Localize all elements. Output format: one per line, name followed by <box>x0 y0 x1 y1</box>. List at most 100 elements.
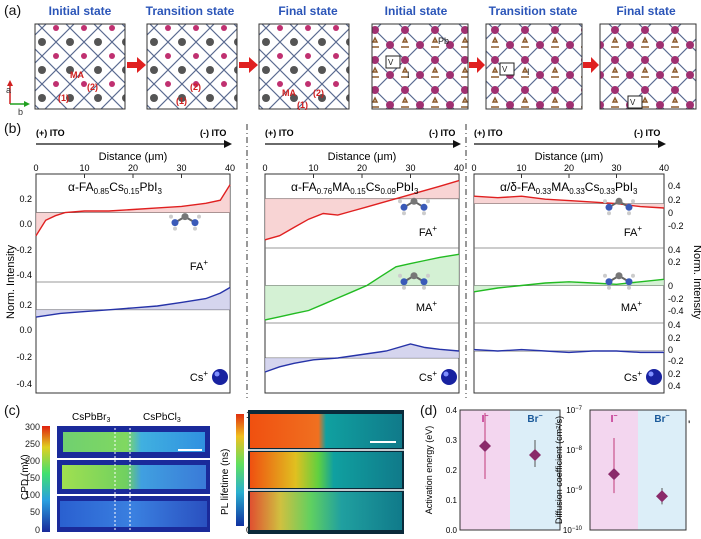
pl-map-row-3 <box>250 492 402 530</box>
ito-negative-label: (-) ITO <box>200 128 226 138</box>
pl-axis-label: PL lifetime (ns) <box>220 449 231 515</box>
composition-title: α-FA0.76MA0.15Cs0.09PbI3 <box>291 180 419 196</box>
num1-label-1: (1) <box>58 93 69 103</box>
left-y-tick: -0.2 <box>16 245 32 255</box>
state-title-5: Transition state <box>488 4 578 18</box>
chart-frame <box>459 409 561 531</box>
iodide-label: I− <box>482 413 489 425</box>
data-point-diamond <box>656 490 668 503</box>
data-point-diamond <box>608 468 620 481</box>
ma-ion-label: MA+ <box>621 299 643 314</box>
ma-i-label-1: MA <box>70 70 84 80</box>
series-area <box>265 344 459 372</box>
fa-ion-label: FA+ <box>190 258 208 273</box>
right-y-tick: -0.2 <box>668 221 684 231</box>
cpd-map-row-2-fill <box>62 465 206 489</box>
x-tick-label: 30 <box>405 163 415 173</box>
right-y-tick: 0.4 <box>668 181 681 191</box>
x-tick-label: 0 <box>471 163 476 173</box>
right-y-tick: 0.2 <box>668 257 681 267</box>
cs-ion-label: Cs+ <box>419 369 437 384</box>
vacancy-label-3: V <box>630 98 636 107</box>
arrow-head-icon <box>224 140 232 148</box>
num1-label-3: (1) <box>297 100 308 110</box>
panel-d-label: (d) <box>420 402 438 418</box>
pl-colorbar <box>236 414 244 526</box>
distance-axis-label: Distance (μm) <box>99 151 168 163</box>
x-tick-label: 40 <box>454 163 464 173</box>
right-y-tick: 0 <box>668 345 673 355</box>
cpd-colorbar <box>42 426 50 532</box>
arrow-head-icon <box>658 140 666 148</box>
cpd-tick-200: 200 <box>25 456 40 466</box>
x-tick-label: 0 <box>33 163 38 173</box>
cs-ball-highlight <box>443 371 449 377</box>
y-tick: 10−7 <box>566 406 582 415</box>
series-line-1 <box>264 253 460 321</box>
x-tick-label: 30 <box>176 163 186 173</box>
x-tick-label: 20 <box>128 163 138 173</box>
axis-a-label: a <box>6 85 11 95</box>
y-axis-label: Activation energy (eV) <box>424 426 434 515</box>
num2-label-3: (2) <box>313 88 324 98</box>
y-tick: 0.3 <box>446 436 458 445</box>
right-y-tick: 0 <box>668 208 673 218</box>
cpd-map-row-3-fill <box>60 501 207 527</box>
cpd-map-row-1-fill <box>63 432 205 452</box>
arrow-icon <box>127 57 599 73</box>
composition-title: α/δ-FA0.33MA0.33Cs0.33PbI3 <box>500 180 638 196</box>
bromide-label: Br− <box>654 413 669 425</box>
x-tick-label: 20 <box>564 163 574 173</box>
y-tick: 10−10 <box>563 526 583 535</box>
trailing-mark: ' <box>688 418 691 432</box>
series-area <box>36 184 230 236</box>
fa-molecule-icon <box>603 197 635 216</box>
right-y-tick: -0.2 <box>668 356 684 366</box>
left-y-tick: -0.4 <box>16 270 32 280</box>
fa-molecule-icon <box>169 213 201 231</box>
ito-negative-label: (-) ITO <box>429 128 455 138</box>
right-y-tick: 0.4 <box>668 320 681 330</box>
iodide-label: I− <box>611 413 618 425</box>
axis-b-label: b <box>18 107 23 116</box>
panel-b-label: (b) <box>4 120 22 136</box>
cpd-tick-150: 150 <box>25 473 40 483</box>
y-tick: 10−8 <box>566 446 582 455</box>
pb-label: Pb <box>438 36 449 46</box>
panel-b-charts: (+) ITO (-) ITO (+) ITO (-) ITO (+) ITO (-) I… <box>5 124 701 398</box>
right-y-tick: -0.2 <box>668 294 684 304</box>
ma-molecule-icon <box>603 272 635 290</box>
num1-label-2: (1) <box>176 96 187 106</box>
axis-indicator-icon: a b <box>6 80 30 116</box>
state-title-2: Transition state <box>145 4 235 18</box>
left-y-axis-label: Norm. Intensity <box>5 245 17 319</box>
ito-positive-label: (+) ITO <box>474 128 503 138</box>
bromide-label: Br− <box>527 413 542 425</box>
y-tick: 0.1 <box>446 496 458 505</box>
ito-positive-label: (+) ITO <box>36 128 65 138</box>
series-line-0 <box>473 195 665 209</box>
x-tick-label: 30 <box>611 163 621 173</box>
vacancy-boxes <box>385 55 643 109</box>
state-title-4: Initial state <box>384 4 448 18</box>
cpd-tick-300: 300 <box>25 422 40 432</box>
cs-ball-highlight <box>648 371 654 377</box>
ito-positive-label: (+) ITO <box>265 128 294 138</box>
ito-negative-label: (-) ITO <box>634 128 660 138</box>
right-y-tick: 0.4 <box>668 245 681 255</box>
crystal-structures: a b MA (2) (1) (2) (1) MA (2) (1) Pb I I… <box>6 23 697 116</box>
num2-label-2: (2) <box>190 82 201 92</box>
distance-axis-label: Distance (μm) <box>328 151 397 163</box>
chart-frame <box>589 409 687 531</box>
x-tick-label: 40 <box>659 163 669 173</box>
state-title-6: Final state <box>616 4 676 18</box>
vacancy-label-1: V <box>388 58 394 67</box>
y-tick: 10−9 <box>566 486 582 495</box>
bromide-region <box>510 410 560 530</box>
panel-a-label: (a) <box>4 2 22 18</box>
ma-i-label-3: MA <box>282 88 296 98</box>
ma-molecule-icon <box>398 272 430 290</box>
structure-final-b <box>599 23 697 110</box>
y-axis-label: Diffusion coefficient (cm²/s) <box>554 416 564 524</box>
